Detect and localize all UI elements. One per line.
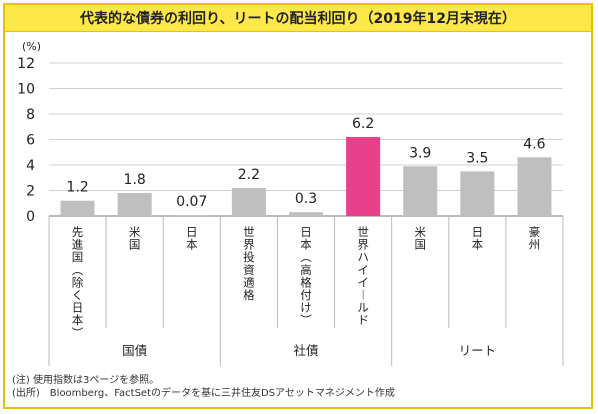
- x-tick-label: 日本︵高格付け︶: [300, 225, 312, 327]
- data-label: 0.3: [295, 191, 317, 207]
- y-tick-label: 4: [26, 158, 35, 174]
- x-tick-label: 世界ハイイ︱ルド: [357, 225, 369, 327]
- note-usage: (注) 使用指数は3ページを参照。: [12, 375, 160, 386]
- data-label: 2.2: [238, 167, 260, 183]
- group-label: 社債: [293, 343, 318, 358]
- y-tick-label: 0: [26, 209, 35, 225]
- chart-frame: 代表的な債券の利回り、リートの配当利回り（2019年12月末現在）: [3, 3, 593, 409]
- x-tick-label: 世界投資適格: [243, 225, 255, 302]
- data-label: 6.2: [352, 116, 374, 132]
- bar: [460, 171, 495, 216]
- bar: [117, 193, 152, 216]
- bar: [174, 215, 209, 216]
- x-tick-label: 豪州: [529, 225, 541, 252]
- bar: [289, 212, 323, 216]
- data-label: 3.9: [409, 145, 431, 161]
- bar: [517, 157, 552, 216]
- data-label: 0.07: [176, 194, 207, 210]
- group-label: リート: [459, 343, 497, 358]
- x-tick-label: 米国: [129, 225, 141, 252]
- note-source: (出所) Bloomberg、FactSetのデータを基に三井住友DSアセットマ…: [12, 388, 395, 399]
- y-tick-label: 12: [17, 56, 35, 72]
- data-label: 1.2: [66, 180, 88, 196]
- bar: [403, 166, 438, 216]
- y-tick-label: 2: [26, 184, 35, 200]
- y-tick-label: 10: [17, 82, 35, 98]
- group-label: 国債: [122, 343, 147, 358]
- x-tick-label: 米国: [414, 225, 426, 252]
- bar: [231, 187, 266, 216]
- x-tick-label: 日本: [472, 225, 484, 252]
- data-label: 4.6: [523, 136, 545, 152]
- x-tick-label: 先進国︵除く日本︶: [72, 225, 84, 340]
- footnotes: (注) 使用指数は3ページを参照。 (出所) Bloomberg、FactSet…: [12, 374, 395, 400]
- data-label: 1.8: [124, 172, 146, 188]
- bar: [60, 200, 95, 216]
- y-unit-label: (%): [22, 40, 41, 53]
- y-tick-label: 6: [26, 133, 35, 149]
- x-tick-label: 日本: [186, 225, 198, 252]
- y-tick-label: 8: [26, 107, 35, 123]
- bar: [346, 136, 381, 216]
- chart-title: 代表的な債券の利回り、リートの配当利回り（2019年12月末現在）: [5, 5, 591, 32]
- data-label: 3.5: [466, 150, 488, 166]
